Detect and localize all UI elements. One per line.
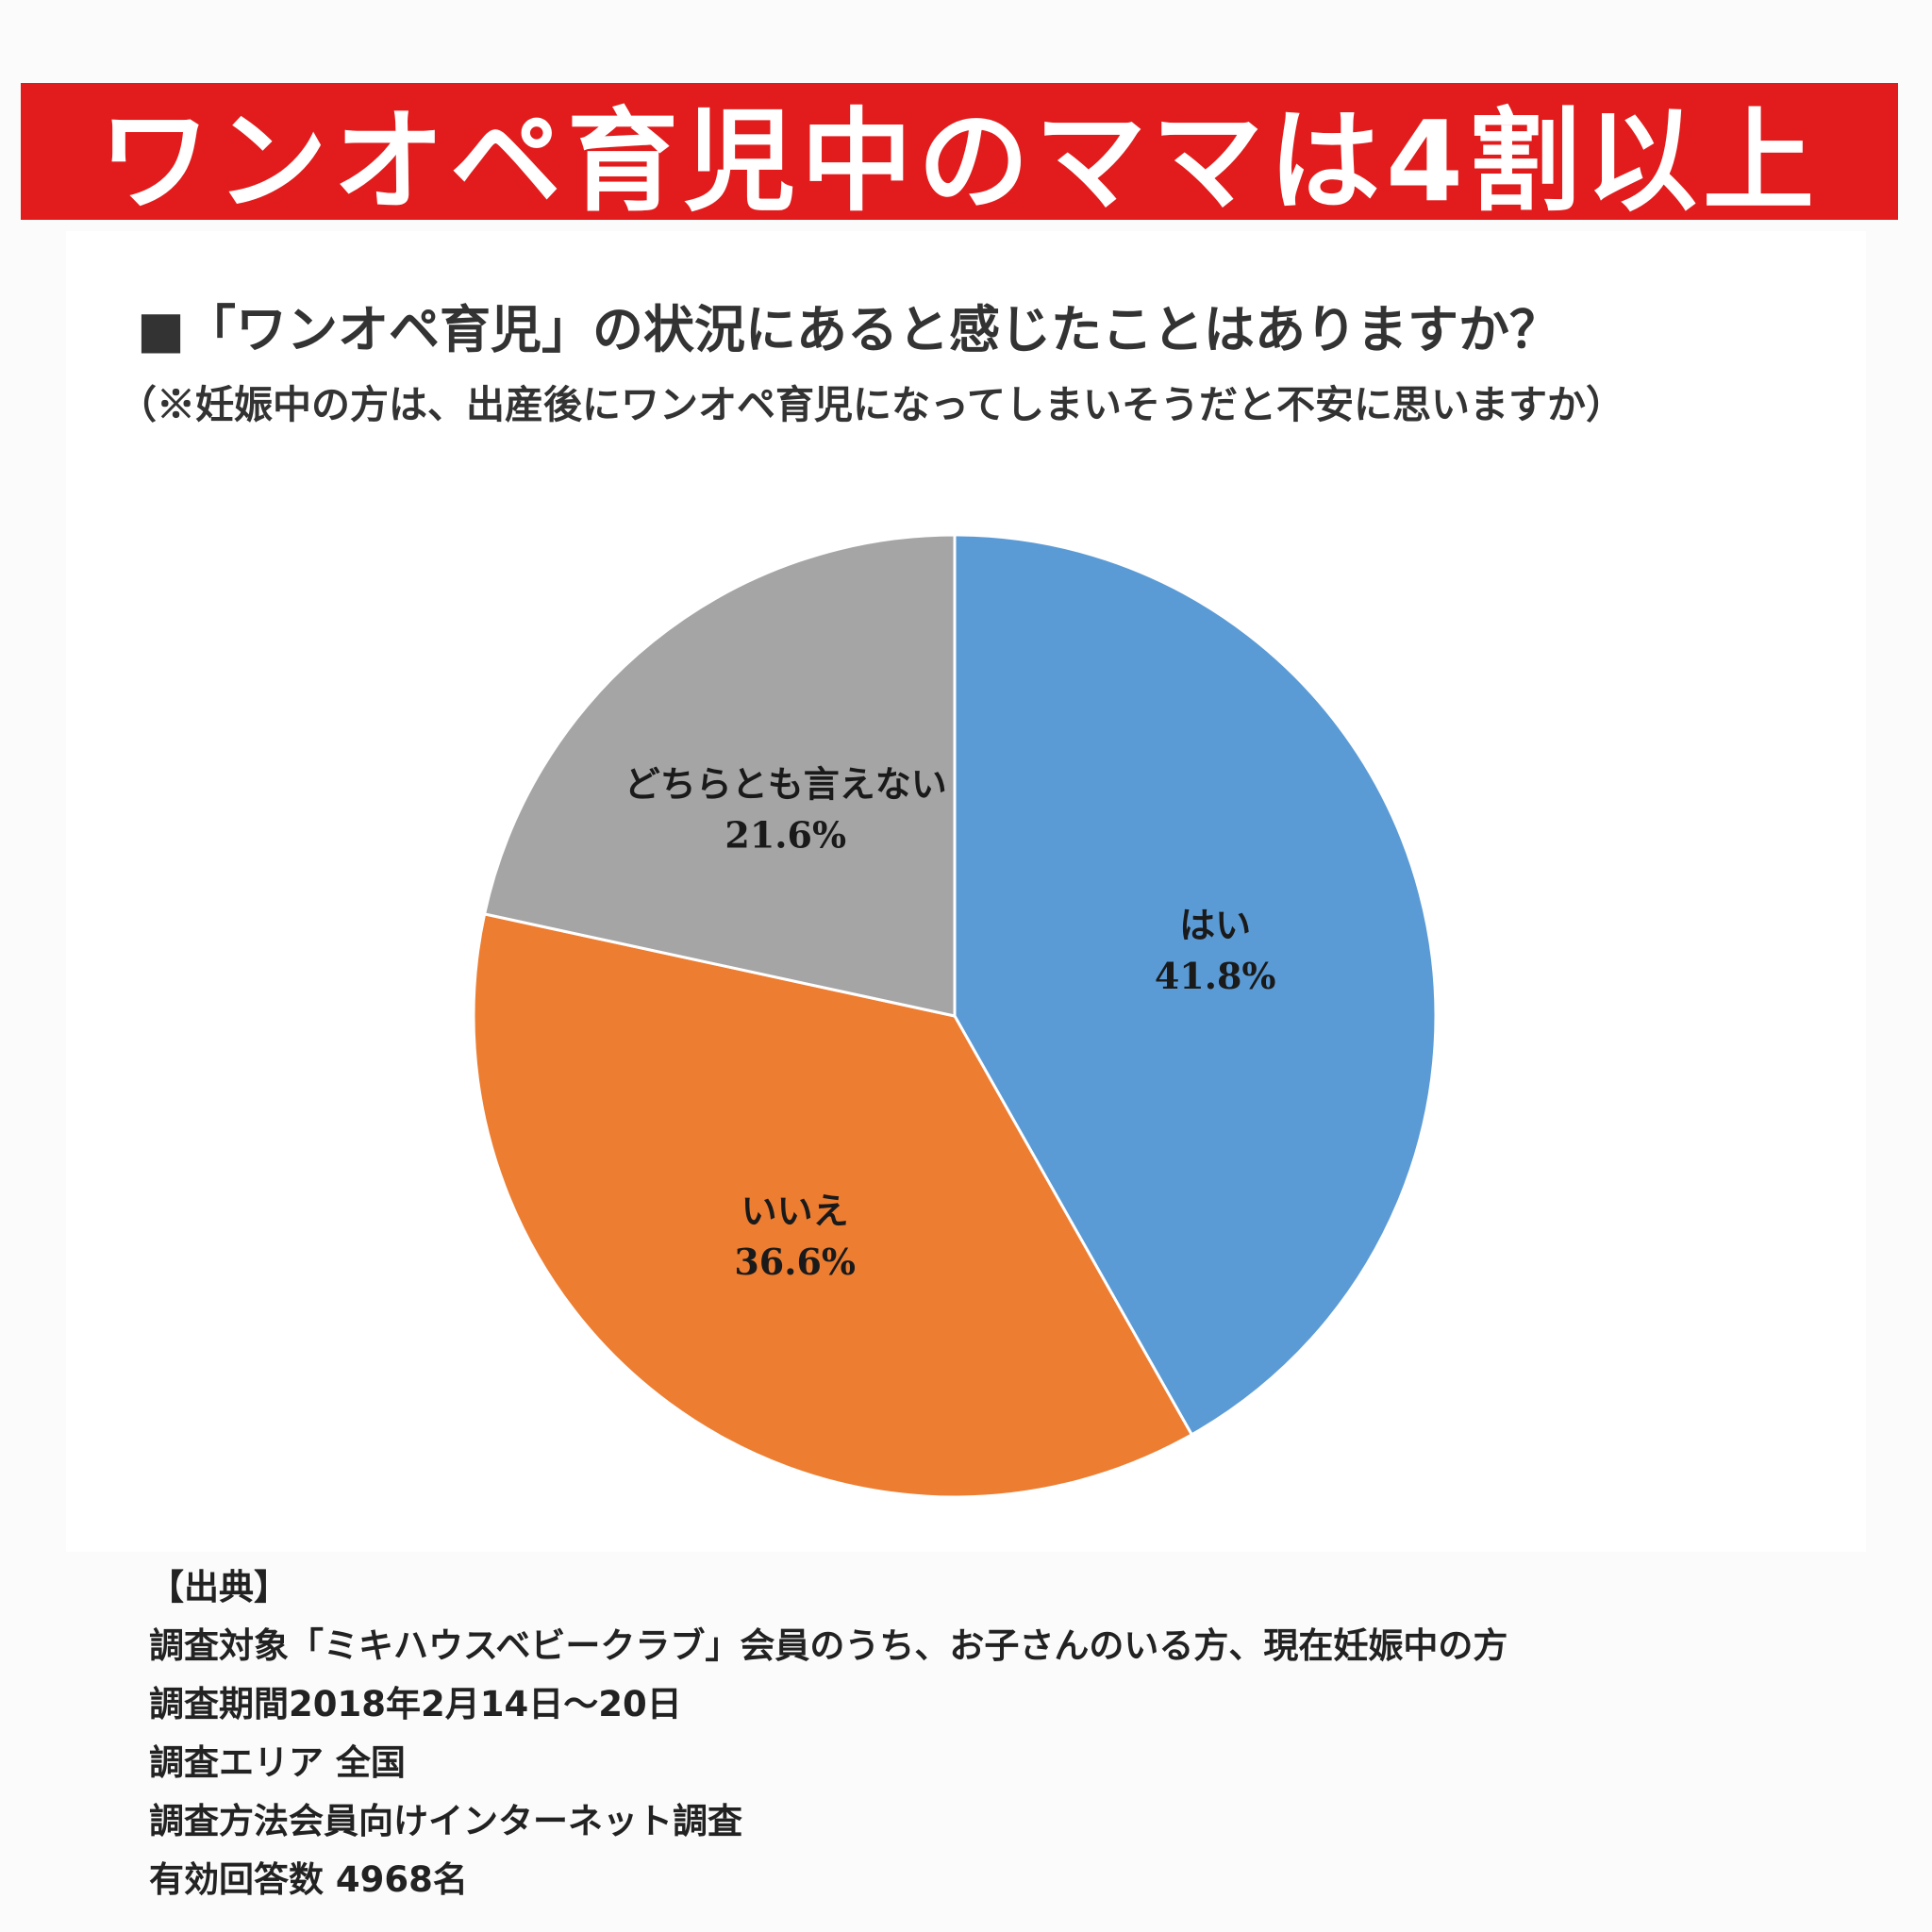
- source-line-target: 調査対象「ミキハウスベビークラブ」会員のうち、お子さんのいる方、現在妊娠中の方: [149, 1625, 1508, 1666]
- source-line-area: 調査エリア 全国: [149, 1742, 406, 1783]
- slice-value-label: 36.6%: [734, 1241, 856, 1283]
- source-line-count: 有効回答数 4968名: [149, 1859, 468, 1900]
- headline-text: ワンオペ育児中のママは4割以上: [98, 96, 1821, 226]
- chart-title: ■「ワンオペ育児」の状況にあると感じたことはありますか？: [137, 299, 1561, 359]
- slice-value-label: 21.6%: [724, 814, 846, 857]
- slice-label: どちらとも言えない: [625, 763, 947, 806]
- pie-slice-no: [472, 912, 1194, 1499]
- slice-value-label: 41.8%: [1155, 955, 1276, 997]
- pie-slice-yes: [953, 533, 1438, 1437]
- pie-slice-neutral: [482, 533, 957, 1018]
- slice-label: はい: [1179, 904, 1251, 946]
- chart-subtitle: （※妊娠中の方は、出産後にワンオペ育児になってしまいそうだと不安に思いますか）: [118, 382, 1624, 427]
- chart-panel: ■「ワンオペ育児」の状況にあると感じたことはありますか？ （※妊娠中の方は、出産…: [66, 231, 1866, 1552]
- headline-banner: ワンオペ育児中のママは4割以上: [21, 83, 1898, 226]
- source-line-period: 調査期間2018年2月14日～20日: [149, 1684, 682, 1724]
- source-line-method: 調査方法会員向けインターネット調査: [149, 1801, 742, 1841]
- pie-chart: はい 41.8% いいえ 36.6% どちらとも言えない 21.6%: [472, 533, 1438, 1499]
- source-notes: 【出典】 調査対象「ミキハウスベビークラブ」会員のうち、お子さんのいる方、現在妊…: [149, 1558, 1866, 1909]
- slice-label: いいえ: [741, 1190, 849, 1232]
- source-heading: 【出典】: [149, 1567, 289, 1607]
